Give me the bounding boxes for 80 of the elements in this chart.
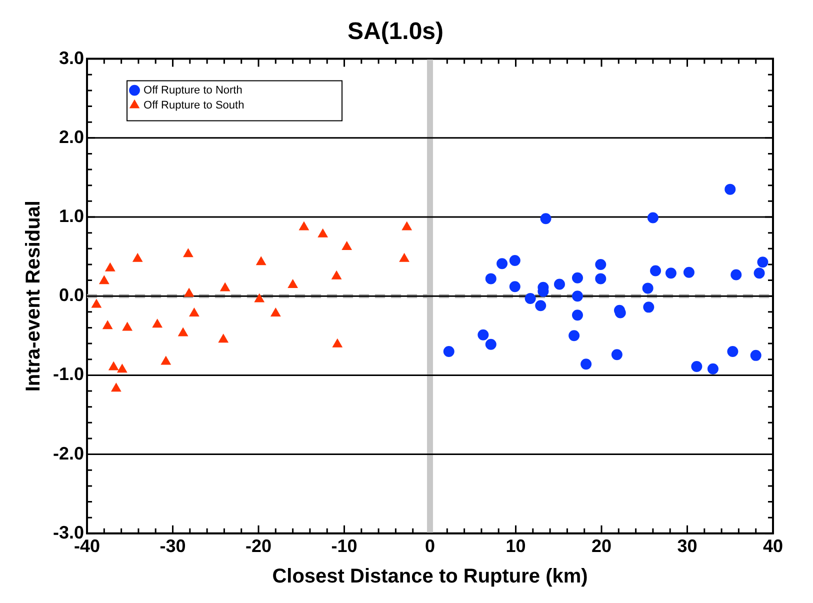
point (288, 280, 298, 288)
point (183, 248, 194, 258)
point (254, 294, 264, 302)
point (220, 282, 230, 292)
legend-label: Off Rupture to South (144, 99, 244, 112)
x-tick-label: 10 (506, 536, 526, 556)
point (572, 310, 583, 321)
x-tick-label: 0 (425, 536, 436, 556)
point (117, 364, 128, 373)
point (478, 329, 489, 340)
point (399, 253, 410, 262)
point (707, 363, 718, 374)
point (332, 338, 342, 348)
point (485, 273, 496, 284)
point (580, 358, 592, 370)
x-tick-label: 40 (762, 536, 784, 556)
point (299, 222, 309, 230)
point (750, 350, 762, 361)
point (595, 258, 606, 270)
point (108, 362, 118, 370)
point (105, 262, 115, 272)
point (318, 228, 328, 238)
x-axis-title: Closest Distance to Rupture (km) (272, 566, 588, 588)
x-tick-label: -20 (246, 536, 272, 556)
point (122, 322, 132, 331)
point (535, 300, 546, 312)
point (443, 346, 454, 357)
point (132, 253, 142, 262)
point (568, 330, 580, 342)
chart-title: SA(1.0s) (347, 18, 444, 46)
point (402, 222, 412, 230)
point (683, 266, 694, 278)
point (189, 308, 200, 316)
point (643, 302, 654, 313)
x-tick-label: -10 (331, 536, 358, 556)
point (161, 356, 171, 365)
point (572, 290, 583, 302)
point (111, 383, 121, 392)
point (611, 349, 622, 360)
point (218, 334, 228, 343)
point (650, 265, 662, 276)
point (342, 242, 352, 250)
point (724, 184, 736, 195)
point (572, 272, 583, 284)
point (485, 338, 496, 350)
y-tick-label: 0.0 (58, 285, 84, 306)
point (509, 281, 520, 292)
point (509, 255, 520, 266)
point (178, 328, 188, 336)
y-tick-label: 1.0 (58, 206, 84, 226)
point (102, 320, 112, 330)
x-tick-label: 20 (591, 536, 612, 556)
point (595, 273, 606, 284)
point (540, 213, 552, 224)
y-axis-title: Intra-event Residual (22, 200, 45, 392)
point (152, 319, 162, 328)
point (642, 282, 654, 294)
legend-label: Off Rupture to North (144, 84, 242, 96)
point (647, 212, 658, 224)
point (184, 288, 194, 297)
point (754, 268, 765, 279)
point (691, 361, 702, 372)
point (730, 269, 742, 280)
point (332, 270, 342, 280)
point (665, 268, 676, 279)
x-tick-label: 30 (677, 536, 698, 556)
y-tick-label: -2.0 (52, 443, 84, 464)
point (554, 278, 565, 290)
x-tick-label: -30 (160, 536, 186, 556)
point (92, 299, 102, 308)
point (270, 308, 280, 316)
y-tick-label: -1.0 (52, 364, 84, 384)
point (524, 292, 536, 304)
point (757, 256, 768, 268)
y-tick-label: 3.0 (58, 48, 84, 68)
point (727, 346, 738, 357)
y-tick-label: 2.0 (58, 126, 84, 147)
point (256, 256, 266, 266)
point (496, 258, 508, 270)
point (99, 276, 109, 284)
